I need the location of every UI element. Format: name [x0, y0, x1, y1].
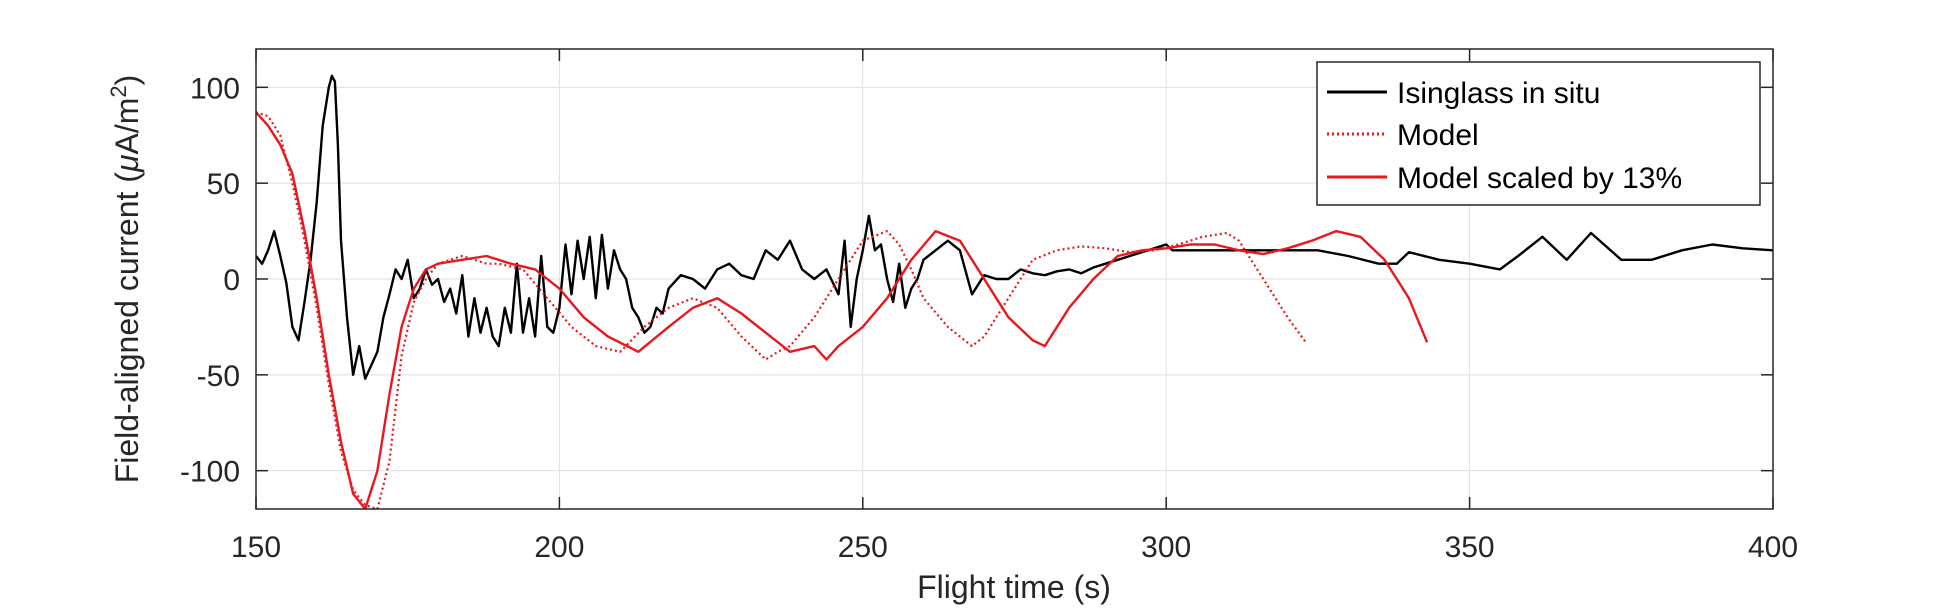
x-axis-label: Flight time (s) — [917, 569, 1111, 605]
y-axis-label-close: ) — [109, 75, 145, 86]
y-axis-label-exponent: 2 — [106, 85, 131, 97]
y-tick-label: 0 — [223, 264, 240, 297]
y-tick-label: -50 — [197, 360, 240, 393]
x-tick-label: 400 — [1748, 531, 1798, 564]
x-tick-label: 300 — [1141, 531, 1191, 564]
x-tick-label: 350 — [1445, 531, 1495, 564]
legend-label-model-scaled: Model scaled by 13% — [1397, 162, 1682, 195]
legend-label-model: Model — [1397, 119, 1479, 152]
y-tick-label: 100 — [190, 72, 240, 105]
y-axis-label: Field-aligned current (μA/m2) — [106, 75, 145, 484]
x-tick-label: 250 — [838, 531, 888, 564]
series-model-scaled-line — [256, 111, 1429, 509]
x-tick-label: 150 — [231, 531, 281, 564]
y-axis-label-main: Field-aligned current ( — [109, 172, 145, 484]
legend: Isinglass in situ Model Model scaled by … — [1316, 61, 1761, 206]
y-tick-label: 50 — [207, 168, 240, 201]
y-tick-labels: -100 -50 0 50 100 — [180, 72, 240, 488]
legend-box — [1316, 61, 1761, 206]
series-isinglass-line — [256, 74, 1773, 380]
axis-ticks — [255, 49, 1774, 509]
y-axis-label-unit: A/m — [109, 98, 145, 155]
y-tick-label: -100 — [180, 456, 240, 489]
series-model-line — [256, 111, 1307, 509]
x-tick-labels: 150 200 250 300 350 400 — [231, 531, 1798, 564]
legend-label-isinglass: Isinglass in situ — [1397, 77, 1600, 110]
y-axis-label-mu: μ — [109, 154, 145, 173]
plot-lines — [256, 74, 1773, 509]
x-tick-label: 200 — [534, 531, 584, 564]
